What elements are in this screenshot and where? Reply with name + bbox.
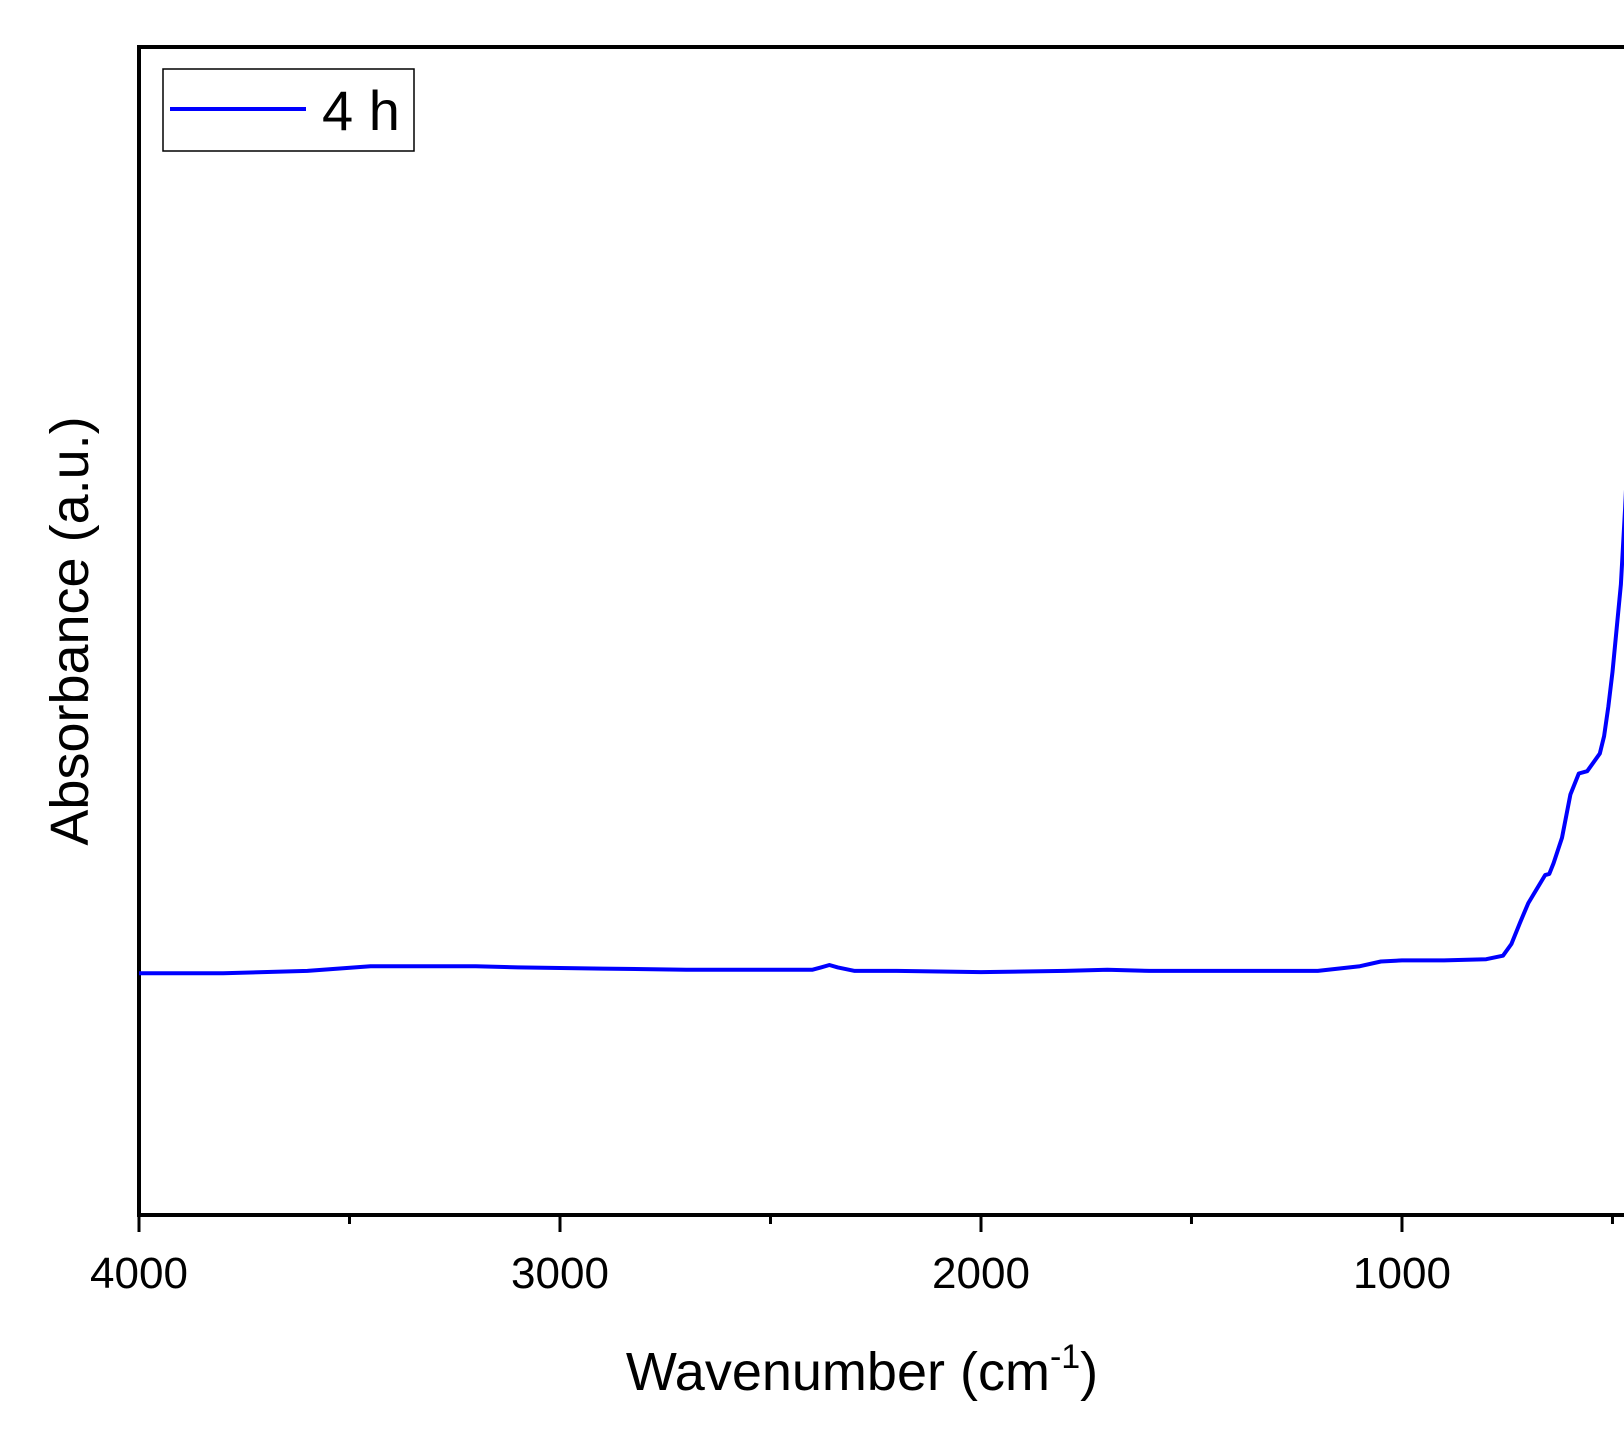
plot-frame [137,45,1624,1217]
x-axis-title: Wavenumber (cm-1) [626,1338,1098,1402]
x-tick-label: 4000 [90,1249,188,1298]
x-tick-label: 1000 [1353,1249,1451,1298]
x-tick-label: 3000 [511,1249,609,1298]
x-tick-label: 2000 [932,1249,1030,1298]
legend: 4 h [162,68,415,152]
y-axis-title: Absorbance (a.u.) [40,416,100,845]
legend-label: 4 h [322,79,400,142]
series-line-4h [139,489,1624,976]
x-axis-title-superscript: -1 [1050,1338,1080,1376]
x-axis: 4000 3000 2000 1000 [90,1215,1614,1298]
